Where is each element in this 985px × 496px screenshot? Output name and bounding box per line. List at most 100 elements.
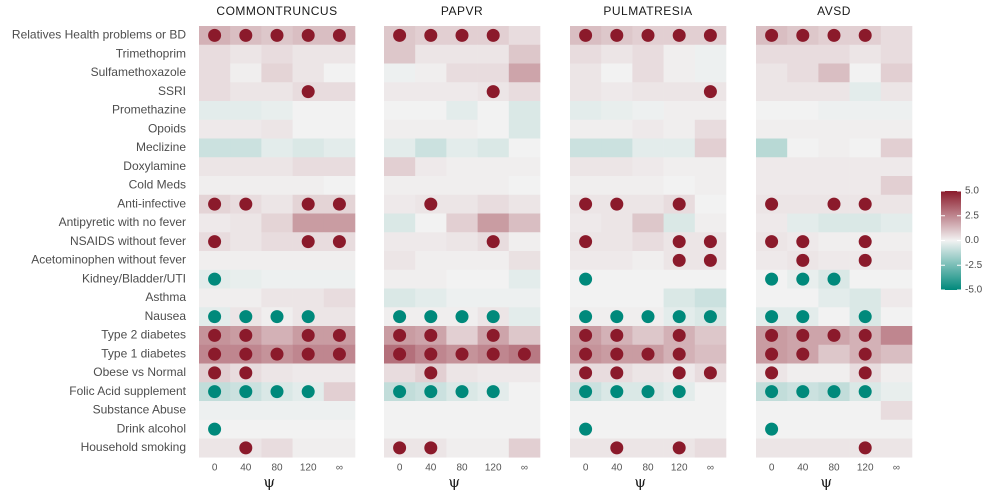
tile: [323, 138, 356, 158]
tile: [446, 157, 478, 177]
tile: [323, 307, 356, 327]
significance-dot: [239, 310, 253, 324]
tile: [384, 63, 416, 83]
tile: [199, 82, 231, 102]
tile: [230, 157, 262, 177]
y-tick-label: Asthma: [145, 290, 186, 304]
tile: [632, 82, 664, 102]
tile: [663, 213, 696, 233]
tile: [415, 157, 447, 177]
significance-dot: [827, 328, 841, 342]
tile: [570, 101, 602, 121]
tile: [477, 63, 510, 83]
x-tick-label: 0: [397, 463, 403, 474]
significance-dot: [796, 272, 810, 286]
tile: [446, 232, 478, 252]
tile: [415, 138, 447, 158]
tile: [384, 288, 416, 308]
significance-dot: [393, 347, 407, 361]
significance-dot: [703, 310, 717, 324]
y-tick-label: Relatives Health problems or BD: [12, 28, 186, 42]
significance-dot: [703, 253, 717, 267]
tile: [292, 419, 325, 439]
tile: [787, 419, 819, 439]
tile: [261, 232, 293, 252]
tile: [323, 176, 356, 196]
tile: [323, 251, 356, 271]
tile: [663, 119, 696, 139]
tile: [694, 269, 727, 289]
tile: [230, 251, 262, 271]
tile: [694, 401, 727, 421]
tile: [818, 288, 850, 308]
significance-dot: [610, 197, 624, 211]
tile: [756, 401, 788, 421]
tile: [477, 119, 510, 139]
x-tick-label: ∞: [336, 463, 343, 474]
tile: [818, 232, 850, 252]
tile: [415, 101, 447, 121]
tile: [446, 326, 478, 346]
tile: [508, 438, 541, 458]
tile: [880, 119, 913, 139]
tile: [818, 419, 850, 439]
tile: [323, 401, 356, 421]
tile: [756, 101, 788, 121]
tile: [787, 82, 819, 102]
tile: [230, 419, 262, 439]
significance-dot: [239, 28, 253, 42]
tile: [632, 119, 664, 139]
significance-dot: [796, 328, 810, 342]
x-axis-title: ψ: [263, 473, 275, 491]
tile: [261, 44, 293, 64]
significance-dot: [332, 197, 346, 211]
tile: [384, 157, 416, 177]
tile: [663, 176, 696, 196]
x-tick-label: 80: [828, 463, 840, 474]
tile: [446, 288, 478, 308]
significance-dot: [393, 28, 407, 42]
tile: [261, 194, 293, 214]
tile: [230, 288, 262, 308]
tile: [199, 157, 231, 177]
tile: [230, 401, 262, 421]
tile: [787, 63, 819, 83]
tile: [292, 288, 325, 308]
tile: [415, 419, 447, 439]
tile: [632, 213, 664, 233]
significance-dot: [703, 366, 717, 380]
tile: [384, 269, 416, 289]
tile: [601, 269, 633, 289]
tile: [632, 138, 664, 158]
tile: [261, 157, 293, 177]
tile: [849, 82, 882, 102]
tile: [601, 176, 633, 196]
significance-dot: [641, 347, 655, 361]
tile: [694, 344, 727, 364]
tile: [880, 363, 913, 383]
significance-dot: [486, 347, 500, 361]
tile: [601, 82, 633, 102]
tile: [384, 101, 416, 121]
significance-dot: [610, 328, 624, 342]
x-tick-label: 40: [240, 463, 252, 474]
tile: [849, 213, 882, 233]
tile: [230, 138, 262, 158]
tile: [508, 326, 541, 346]
tile: [880, 419, 913, 439]
tile: [384, 44, 416, 64]
tile: [323, 363, 356, 383]
tile: [292, 138, 325, 158]
tile: [818, 307, 850, 327]
tile: [756, 176, 788, 196]
tile: [292, 363, 325, 383]
tile: [508, 269, 541, 289]
significance-dot: [672, 253, 686, 267]
tile: [199, 176, 231, 196]
tile: [880, 382, 913, 402]
tile: [787, 157, 819, 177]
x-tick-label: 80: [271, 463, 283, 474]
tile: [818, 101, 850, 121]
x-tick-label: 120: [671, 463, 688, 474]
